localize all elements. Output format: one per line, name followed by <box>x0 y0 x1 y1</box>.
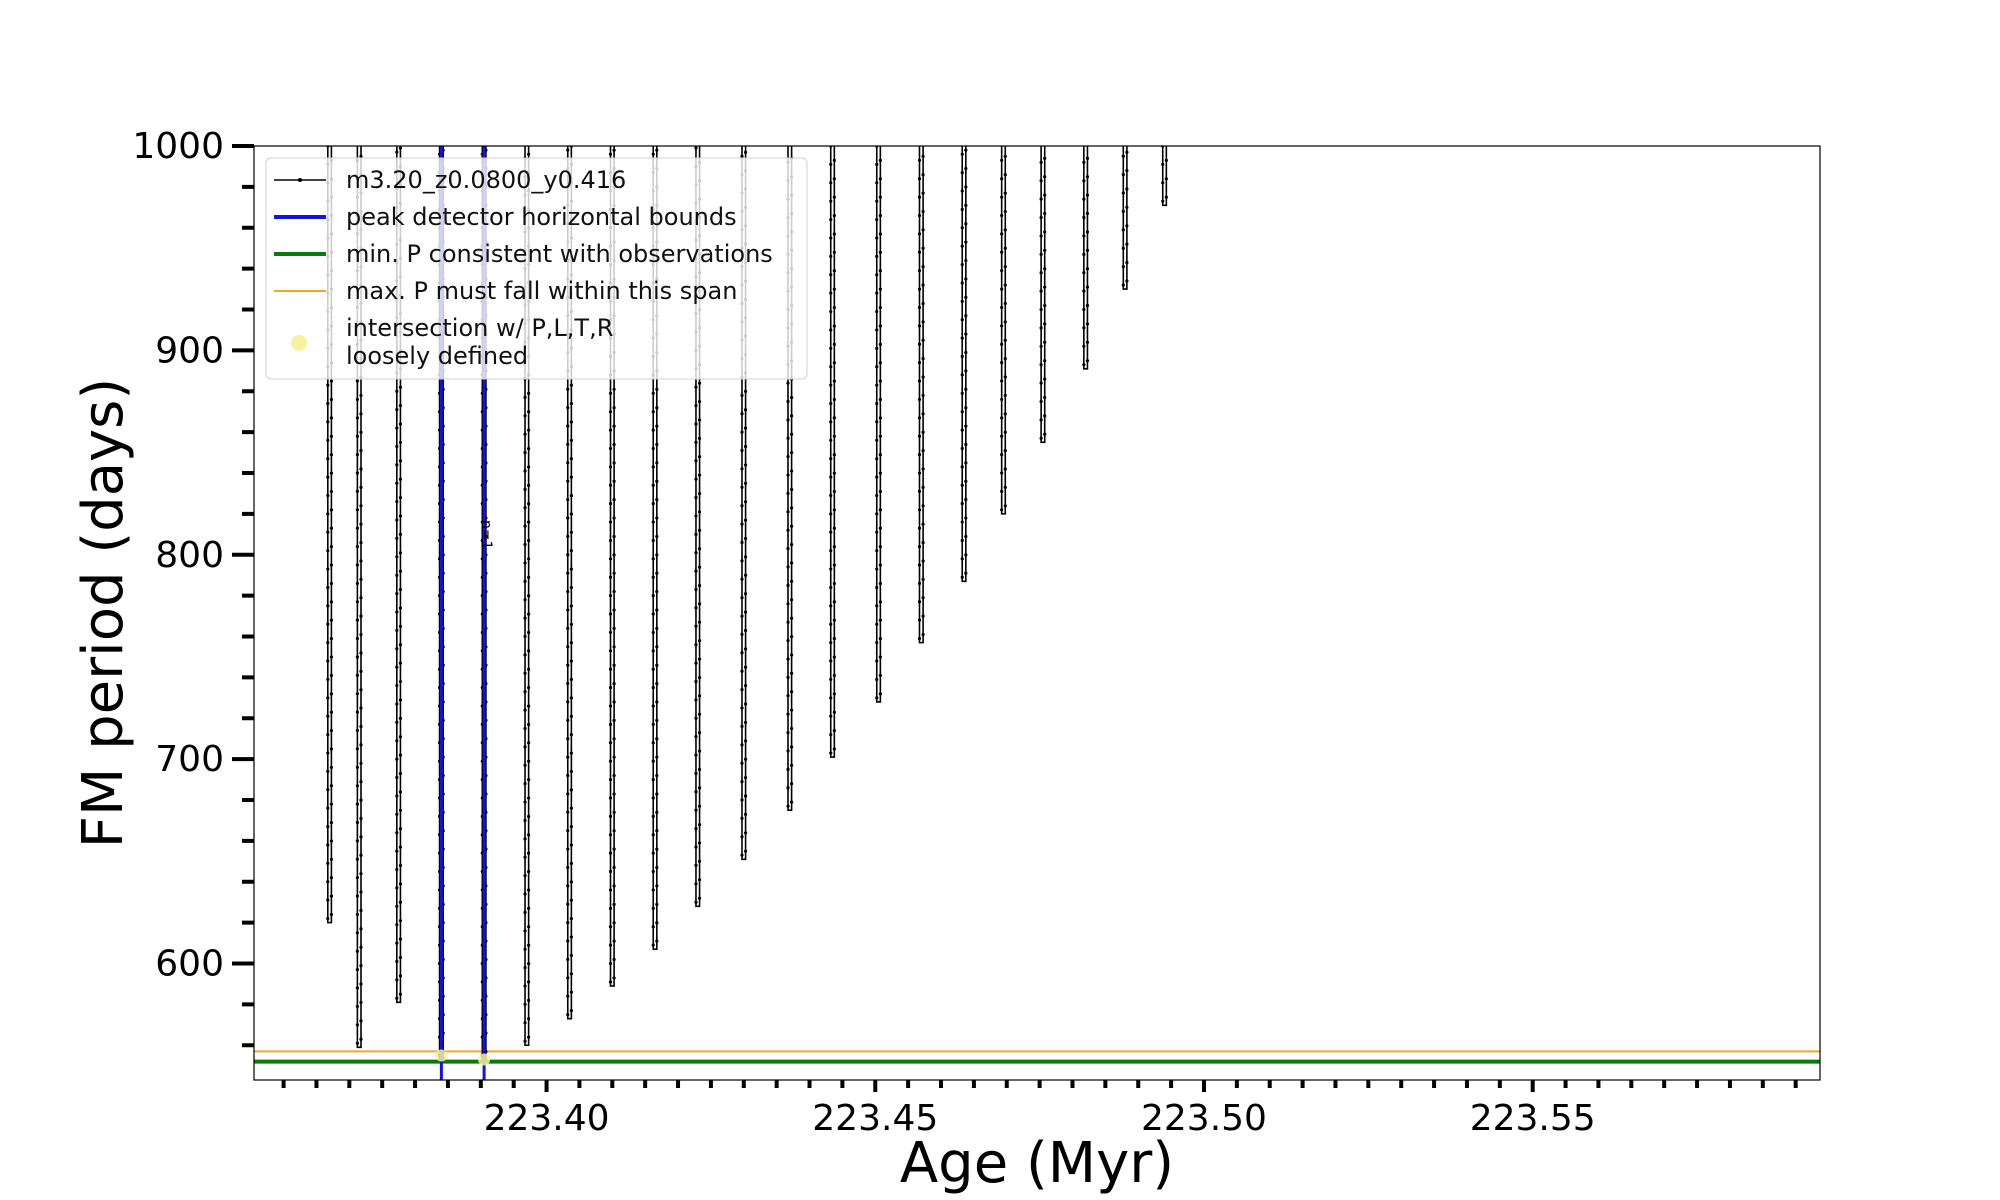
series-spike <box>652 146 658 950</box>
spike-markers <box>1121 150 1129 287</box>
series-spike <box>1122 146 1128 290</box>
annotation-n1: n=1 <box>478 520 494 550</box>
legend-handle-marker <box>298 178 302 182</box>
plot-frame <box>253 145 1821 1081</box>
y-tick-label: 700 <box>155 739 224 780</box>
legend-box <box>265 157 808 380</box>
y-tick-label: 600 <box>155 944 224 985</box>
series-spike <box>961 146 967 583</box>
y-tick-label: 800 <box>155 535 224 576</box>
legend-label: peak detector horizontal bounds <box>346 203 737 231</box>
legend-label: min. P consistent with observations <box>346 240 773 268</box>
x-tick-label: 223.40 <box>484 1098 610 1139</box>
series-spike <box>829 146 836 758</box>
spike-markers <box>829 146 836 755</box>
series-spike <box>356 146 362 1049</box>
spike-markers <box>1039 156 1047 440</box>
spike-markers <box>1000 154 1007 512</box>
y-tick-label: 900 <box>155 330 224 371</box>
series-spike <box>566 146 573 1020</box>
legend-label: m3.20_z0.0800_y0.416 <box>346 166 626 194</box>
x-tick-label: 223.55 <box>1470 1098 1596 1139</box>
y-axis-label: FM period (days) <box>71 378 136 848</box>
x-tick-label: 223.50 <box>1141 1098 1267 1139</box>
series-spike <box>524 146 530 1047</box>
y-tick-label: 1000 <box>132 126 224 167</box>
x-tick-label: 223.45 <box>812 1098 938 1139</box>
x-axis-label: Age (Myr) <box>900 1131 1174 1196</box>
intersection-marker <box>435 1049 448 1062</box>
series-spike <box>1161 146 1168 207</box>
legend-handle-intersection <box>291 335 307 351</box>
legend-label: max. P must fall within this span <box>346 277 737 305</box>
spike-markers <box>1082 156 1090 367</box>
series-spike <box>918 146 924 644</box>
series-spike <box>1000 146 1007 515</box>
spike-markers <box>960 148 968 579</box>
legend-label: intersection w/ P,L,T,R loosely defined <box>346 314 613 370</box>
intersection-marker <box>478 1053 491 1066</box>
spike-markers <box>523 152 531 1043</box>
series-spike <box>695 146 701 908</box>
axis-ticks: 223.40 223.45 223.50 223.55 600 700 800 900 1000 <box>132 126 1798 1139</box>
series-spike <box>609 146 615 987</box>
spike-markers <box>917 154 925 641</box>
spike-markers <box>875 146 882 700</box>
